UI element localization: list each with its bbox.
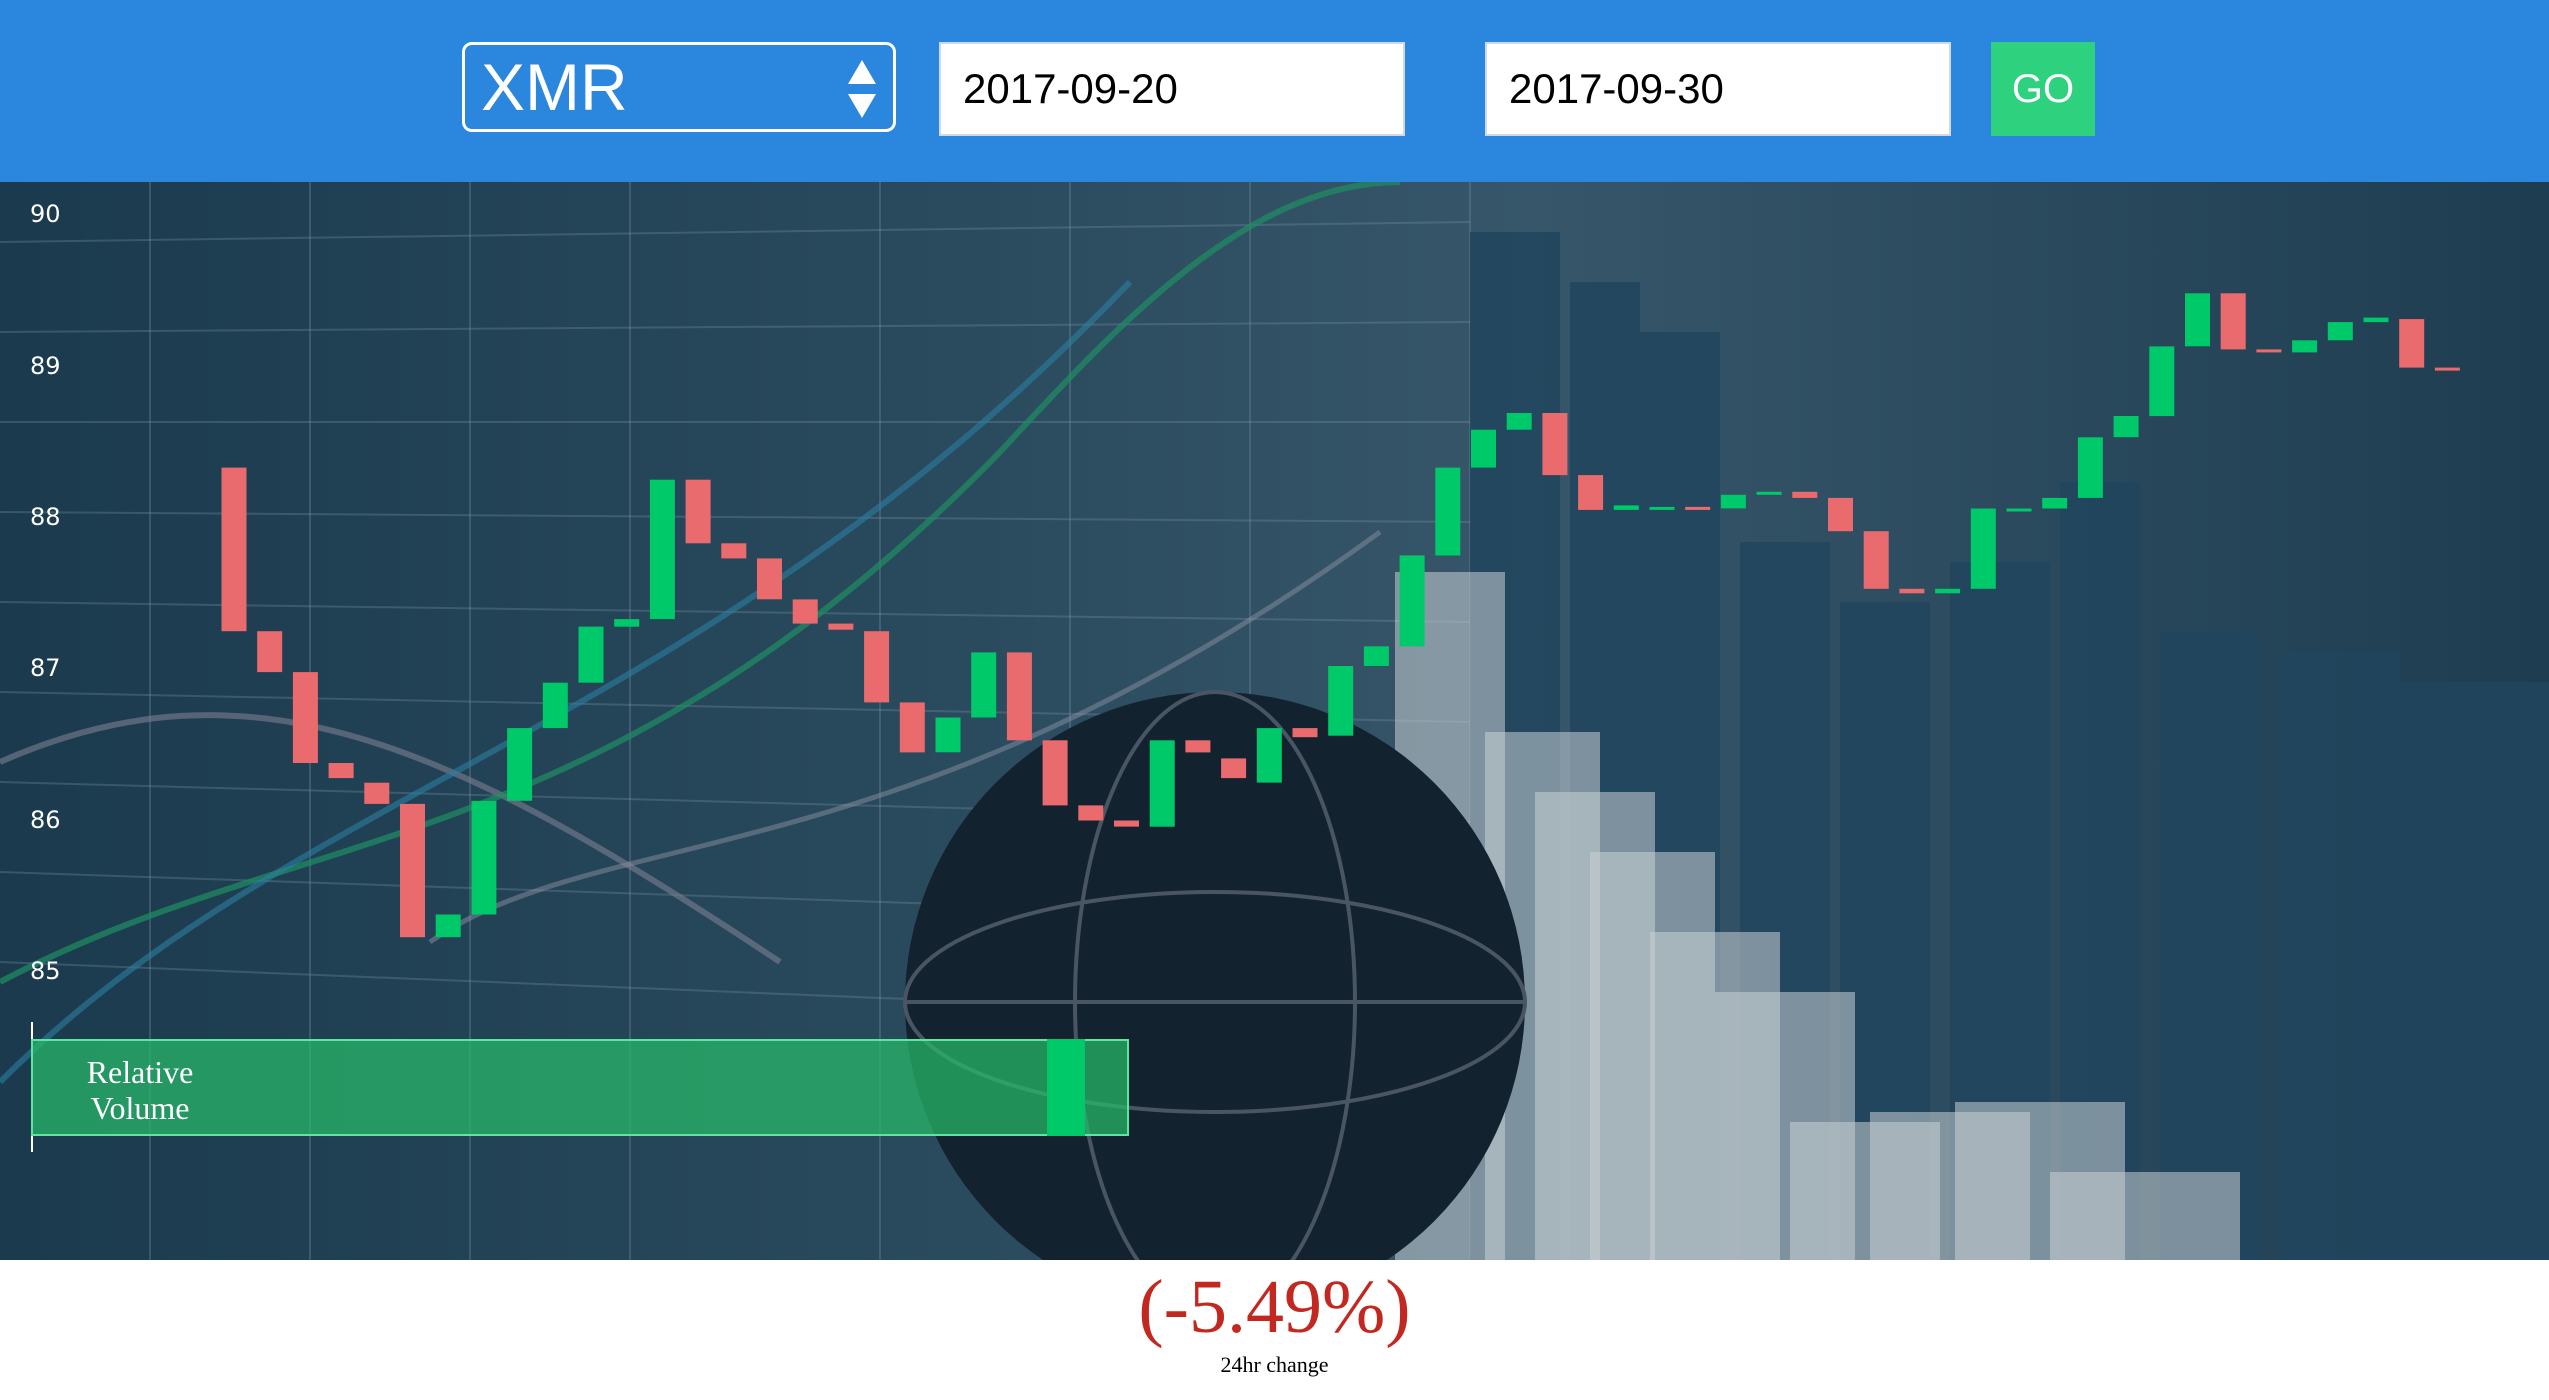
candle [400,803,425,938]
candle [2006,508,2032,512]
y-tick-label: 86 [30,806,61,834]
candle [792,599,818,624]
coin-select[interactable]: XMR [462,42,896,132]
candle [757,558,782,600]
candle [1685,506,1711,510]
candle [828,623,854,630]
change-caption: 24hr change [1220,1352,1329,1377]
start-date-input[interactable]: 2017-09-20 [939,42,1405,136]
candle [614,619,640,627]
y-tick-label: 88 [30,503,61,531]
chart-area: 90 89 88 87 86 85 Relative Volume [0,182,2549,1260]
candle [1899,588,1925,594]
candle [649,479,675,620]
y-tick-label: 90 [30,200,61,228]
candle [542,682,568,729]
candlestick-plot [221,293,2460,938]
candle [1720,494,1746,509]
y-tick-label: 87 [30,654,61,682]
candle [364,782,390,804]
candle [2292,340,2318,353]
candle [1114,820,1139,827]
go-button[interactable]: GO [1991,42,2095,136]
candle [1863,531,1889,589]
candle [1328,666,1354,736]
candle [721,543,747,559]
candle [292,672,318,763]
candle [2042,497,2068,509]
coin-select-value: XMR [481,50,628,124]
candle [2185,293,2210,347]
candle [1221,758,1247,779]
candle [935,717,961,753]
candle [2256,349,2282,353]
candle [1792,491,1818,498]
candle [971,652,997,718]
candle [257,631,283,673]
candle [1435,467,1461,556]
candle [1399,555,1425,647]
candle [1363,646,1389,666]
candle [1935,588,1961,594]
candle [2434,367,2460,371]
candle [2399,319,2425,368]
candle [1578,475,1604,510]
candle [2149,346,2175,417]
candle [578,626,604,683]
candle [1542,413,1568,476]
header-bar: XMR 2017-09-20 2017-09-30 GO [0,0,2549,182]
candle [685,479,711,544]
change-percent: (-5.49%) [1138,1265,1411,1349]
background-image [0,182,2549,1260]
candle [2363,317,2389,323]
candle [328,763,354,779]
candle [1292,728,1318,738]
candle [1613,505,1639,510]
candle [1006,652,1032,741]
candle [1649,506,1675,510]
candle [1256,728,1282,783]
candle [2077,437,2103,498]
candle [1149,740,1175,827]
candle [435,914,461,938]
end-date-input[interactable]: 2017-09-30 [1485,42,1951,136]
candle [864,631,890,703]
candle [1756,491,1782,495]
relative-volume-label: Relative Volume [86,1054,194,1126]
candle [471,800,497,915]
candle [1970,508,1996,589]
select-arrows-icon [848,60,876,118]
candle [2113,416,2139,438]
candle [899,702,925,753]
candle [2220,293,2246,350]
relative-volume-panel [31,1039,1129,1136]
candle [1078,805,1104,821]
candle [1506,413,1532,430]
candle [507,728,533,801]
relative-volume-bar [1047,1039,1085,1136]
candle [221,467,247,632]
candle [2327,322,2353,341]
candle [1471,429,1496,468]
candle [1185,740,1211,753]
candle [1042,740,1068,806]
candle [1828,497,1853,532]
y-tick-label: 89 [30,352,61,380]
y-tick-label: 85 [30,957,61,985]
